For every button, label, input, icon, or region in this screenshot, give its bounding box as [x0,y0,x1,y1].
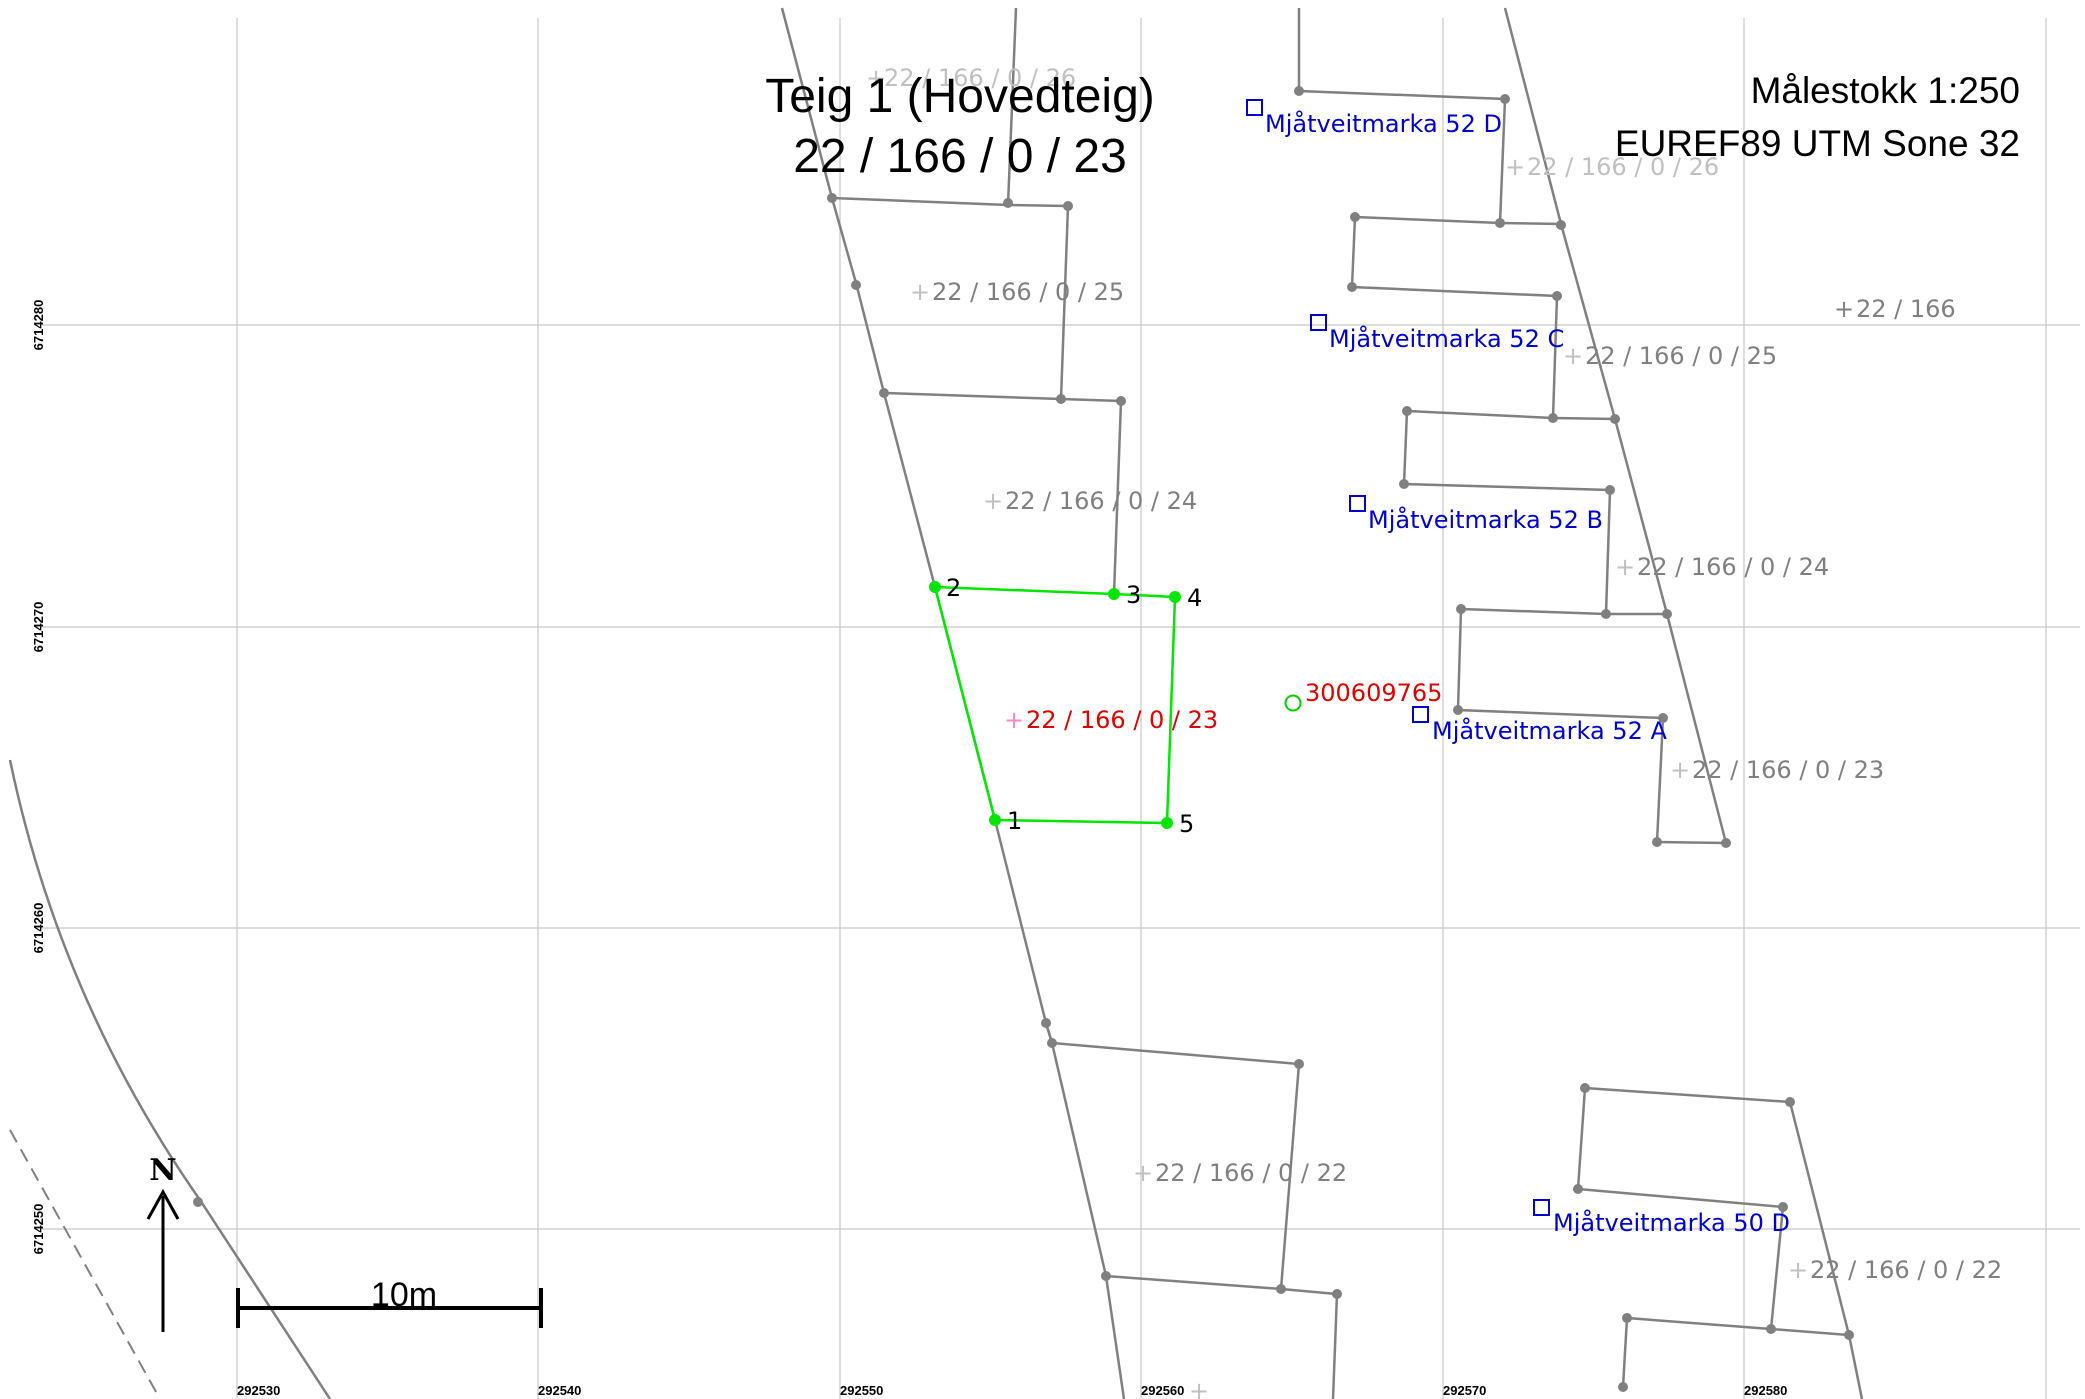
boundary-point [193,1197,203,1207]
grid-y-label: 6714260 [31,903,46,954]
scale-text: Målestokk 1:250 [1751,70,2020,111]
parcel-label: 22 / 166 / 0 / 26 [884,64,1076,92]
address-label: Mjåtveitmarka 52 C [1329,324,1564,353]
scale-bar-label: 10m [371,1276,437,1314]
building-id-label: 300609765 [1305,679,1442,707]
address-label: Mjåtveitmarka 52 B [1368,505,1603,534]
address-point-icon [1412,706,1429,723]
plus-marker-icon: + [1615,553,1635,581]
vertex-label: 1 [1007,807,1022,835]
crs-text: EUREF89 UTM Sone 32 [1615,123,2020,164]
parcel-label: 22 / 166 / 0 / 25 [1585,342,1777,370]
plus-marker-icon: + [1004,706,1024,734]
vertex-label: 2 [946,574,961,602]
dashed-boundary-line [9,1129,161,1399]
parcel-label: 22 / 166 / 0 / 25 [932,278,1124,306]
highlighted-parcel-boundary[interactable] [933,585,1177,825]
boundary-points [827,86,1854,1392]
road-edge-line [8,759,332,1399]
parcel-label: 22 / 166 / 0 / 22 [1810,1256,2002,1284]
address-point-icon [1310,314,1327,331]
plus-marker-icon: + [1563,342,1583,370]
parcel-label: 22 / 166 / 0 / 24 [1005,487,1197,515]
address-label: Mjåtveitmarka 52 D [1265,109,1502,138]
map-title: Teig 1 (Hovedteig) [765,70,1155,123]
parcel-label: 22 / 166 [1856,295,1956,323]
address-point-icon [1533,1199,1550,1216]
north-arrow-icon [146,1188,180,1332]
parcel-boundaries-left [780,7,1339,1399]
grid-x-label: 292530 [237,1383,280,1398]
highlighted-parcel-vertices [929,581,1181,829]
grid-x-label: 292560 [1141,1383,1184,1398]
address-label: Mjåtveitmarka 50 D [1553,1208,1790,1237]
building-point-icon[interactable] [1284,694,1302,712]
vertex-label: 4 [1187,584,1202,612]
plus-marker-icon: + [1133,1159,1153,1187]
scale-bar [236,1288,543,1328]
address-label-group: Mjåtveitmarka 52 D Mjåtveitmarka 52 C Mj… [1246,99,1790,1237]
parcel-label-group: + 22 / 166 / 0 / 26 + 22 / 166 / 0 / 25 … [866,64,2002,1399]
main-parcel-label: 22 / 166 / 0 / 23 [1026,706,1218,734]
plus-marker-icon: + [1788,1256,1808,1284]
address-point-icon [1349,495,1366,512]
grid-lines [40,18,2080,1399]
parcel-label: 22 / 166 / 0 / 26 [1527,153,1719,181]
plus-marker-icon: + [866,64,886,92]
vertex-label: 3 [1126,581,1141,609]
address-point-icon [1246,99,1263,116]
plus-marker-icon: + [1834,295,1854,323]
grid-x-label: 292540 [538,1383,581,1398]
plus-marker-icon: + [983,487,1003,515]
grid-x-label: 292570 [1443,1383,1486,1398]
vertex-label: 5 [1179,810,1194,838]
plus-marker-icon: + [910,278,930,306]
grid-y-label: 6714270 [31,602,46,653]
grid-x-label: 292550 [840,1383,883,1398]
parcel-label: 22 / 166 / 0 / 23 [1692,756,1884,784]
parcel-label: 22 / 166 / 0 / 24 [1637,553,1829,581]
grid-x-label: 292580 [1744,1383,1787,1398]
parcel-label: 22 / 166 / 0 / 22 [1155,1159,1347,1187]
map-subtitle: 22 / 166 / 0 / 23 [793,130,1127,183]
plus-marker-icon: + [1505,153,1525,181]
north-label: N [149,1153,176,1188]
plus-marker-icon: + [1189,1377,1209,1399]
address-label: Mjåtveitmarka 52 A [1432,716,1667,745]
plus-marker-icon: + [1670,756,1690,784]
grid-y-label: 6714280 [31,300,46,351]
grid-y-label: 6714250 [31,1204,46,1255]
